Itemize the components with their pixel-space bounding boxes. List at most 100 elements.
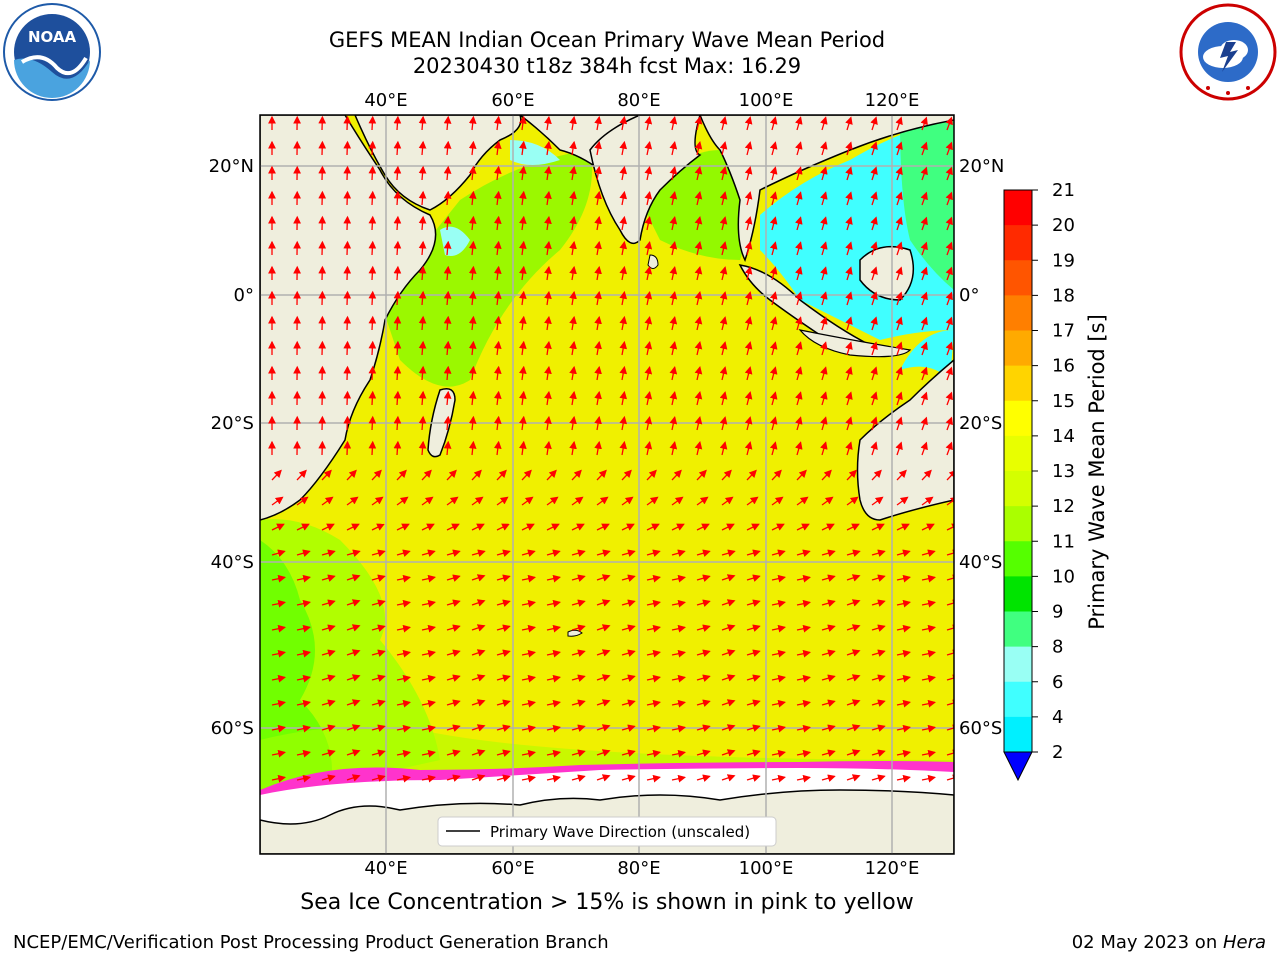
wave-arrow: [546, 724, 561, 733]
nws-logo: [1179, 3, 1277, 101]
wave-arrow: [446, 549, 461, 557]
wave-arrow: [546, 774, 561, 783]
wave-arrow: [945, 141, 953, 156]
wave-arrow: [271, 599, 286, 608]
wave-arrow: [446, 469, 457, 481]
wave-arrow: [468, 190, 477, 206]
wave-arrow: [744, 141, 753, 156]
wave-arrow: [594, 315, 602, 331]
wave-arrow: [896, 549, 911, 557]
colorbar-segment: [1004, 225, 1032, 261]
wave-arrow: [795, 291, 803, 306]
wave-arrow: [821, 724, 836, 732]
wave-arrow: [343, 190, 352, 206]
wave-arrow: [821, 549, 836, 557]
wave-arrow: [744, 391, 753, 406]
wave-arrow: [421, 674, 436, 683]
wave-arrow: [671, 599, 686, 608]
wave-arrow: [271, 469, 282, 481]
wave-arrow: [696, 496, 709, 506]
wave-arrow: [870, 141, 878, 156]
wave-arrow: [496, 649, 511, 657]
wave-arrow: [621, 699, 636, 707]
wave-arrow: [393, 290, 402, 306]
wave-arrow: [569, 190, 577, 206]
wave-arrow: [496, 496, 509, 506]
lon-tick-bottom: 100°E: [739, 858, 794, 879]
lon-tick-top: 60°E: [491, 90, 534, 111]
wave-arrow: [721, 649, 736, 657]
wave-arrow: [596, 624, 611, 632]
wave-arrow: [518, 215, 527, 231]
wave-arrow: [546, 674, 561, 683]
wave-arrow: [594, 215, 602, 231]
wave-arrow: [921, 496, 934, 506]
wave-arrow: [518, 190, 527, 206]
wave-arrow: [571, 469, 582, 481]
wave-arrow: [346, 599, 361, 607]
wave-arrow: [644, 216, 653, 231]
wave-arrow: [571, 599, 586, 607]
wave-arrow: [696, 574, 711, 582]
wave-arrow: [443, 115, 452, 131]
wave-arrow: [921, 749, 936, 758]
wave-arrow: [594, 415, 602, 431]
lat-tick-right: 60°S: [959, 718, 1002, 739]
lat-tick-right: 20°N: [959, 156, 1004, 177]
wave-arrow: [569, 365, 577, 381]
wave-arrow: [921, 724, 936, 733]
wave-arrow: [621, 624, 636, 632]
wave-arrow: [895, 341, 903, 356]
wave-arrow: [895, 291, 903, 306]
wave-arrow: [646, 523, 660, 531]
wave-arrow: [921, 699, 936, 708]
wave-arrow: [696, 469, 707, 481]
wave-arrow: [945, 241, 953, 256]
wave-arrow: [945, 366, 953, 381]
lat-tick-left: 40°S: [211, 552, 254, 573]
wave-arrow: [694, 141, 703, 156]
wave-arrow: [393, 115, 402, 131]
wave-arrow: [518, 140, 527, 156]
wave-arrow: [594, 290, 602, 306]
wave-arrow: [346, 699, 361, 707]
wave-arrow: [671, 749, 686, 758]
wave-arrow: [696, 749, 711, 757]
colorbar-segment: [1004, 435, 1032, 472]
wave-arrow: [493, 190, 502, 206]
wave-arrow: [719, 316, 728, 331]
wave-arrow: [368, 265, 377, 281]
wave-arrow: [569, 215, 577, 231]
wave-arrow: [544, 240, 552, 256]
wave-arrow: [945, 441, 953, 456]
wave-arrow: [418, 265, 427, 281]
wave-arrow: [621, 674, 636, 682]
lat-tick-left: 0°: [234, 285, 254, 306]
wave-arrow: [795, 216, 803, 231]
wave-arrow: [845, 241, 853, 256]
wave-arrow: [896, 624, 911, 633]
wave-arrow: [544, 365, 552, 381]
wave-arrow: [619, 440, 628, 456]
wave-arrow: [671, 774, 686, 783]
wave-arrow: [371, 496, 384, 506]
wave-arrow: [621, 774, 636, 782]
wave-arrow: [744, 166, 753, 181]
wave-arrow: [694, 266, 703, 281]
wave-arrow: [271, 574, 286, 583]
wave-arrow: [518, 115, 527, 131]
footer-date: 02 May 2023 on Hera: [1072, 932, 1266, 953]
wave-arrow: [544, 115, 552, 131]
lon-tick-bottom: 40°E: [364, 858, 407, 879]
wave-arrow: [544, 315, 552, 331]
wave-arrow: [696, 523, 710, 531]
wave-arrow: [619, 240, 628, 256]
wave-arrow: [343, 440, 352, 456]
wave-arrow: [721, 496, 734, 506]
wave-arrow: [443, 215, 452, 231]
wave-arrow: [744, 266, 753, 281]
wave-arrow: [796, 724, 811, 733]
wave-arrow: [396, 749, 411, 758]
wave-arrow: [870, 391, 878, 406]
wave-arrow: [418, 340, 427, 356]
